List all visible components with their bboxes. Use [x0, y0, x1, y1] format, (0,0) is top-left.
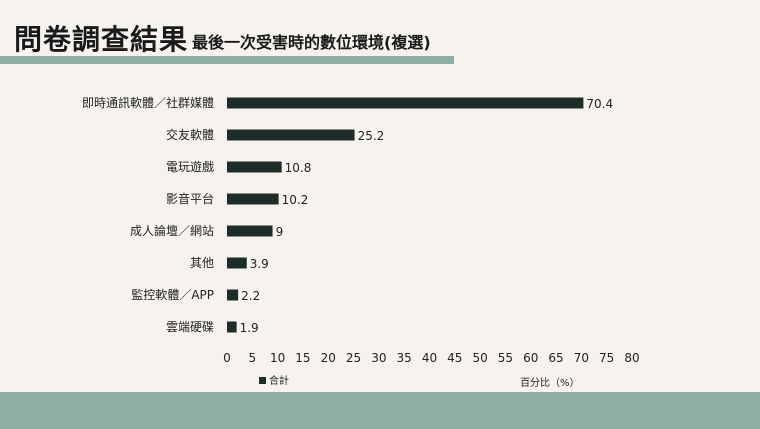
- x-tick-label: 10: [270, 351, 285, 365]
- x-tick-label: 40: [422, 351, 437, 365]
- bar: [227, 97, 584, 109]
- value-label: 3.9: [250, 257, 269, 271]
- value-label: 10.8: [285, 161, 312, 175]
- x-tick-label: 75: [599, 351, 614, 365]
- legend-swatch: [259, 377, 266, 384]
- x-tick-label: 20: [321, 351, 336, 365]
- bar: [227, 161, 282, 173]
- footer-band: [0, 392, 760, 429]
- category-label: 其他: [190, 256, 214, 270]
- x-tick-label: 80: [624, 351, 639, 365]
- x-tick-label: 15: [295, 351, 310, 365]
- x-tick-label: 35: [397, 351, 412, 365]
- category-label: 即時通訊軟體／社群媒體: [82, 95, 214, 110]
- bar: [227, 129, 355, 141]
- x-axis-ticks: 0 5 10 15 20 25 30 35 40 45 50 55 60 65 70 75 80: [223, 351, 639, 365]
- x-tick-label: 50: [472, 351, 487, 365]
- x-tick-label: 30: [371, 351, 386, 365]
- bar: [227, 321, 237, 333]
- bar: [227, 257, 247, 269]
- category-labels: 即時通訊軟體／社群媒體交友軟體電玩遊戲影音平台成人論壇／網站其他監控軟體／APP…: [82, 95, 214, 334]
- x-tick-label: 65: [548, 351, 563, 365]
- x-axis-label: 百分比（%）: [520, 377, 580, 389]
- title-area: 問卷調查結果 最後一次受害時的數位環境(複選): [14, 16, 431, 56]
- title-underline: [0, 56, 454, 64]
- legend: 合計: [259, 374, 289, 387]
- bar: [227, 289, 239, 301]
- page-title: 問卷調查結果: [14, 23, 189, 56]
- legend-label: 合計: [269, 374, 289, 387]
- value-label: 1.9: [240, 321, 259, 335]
- bar-group: [227, 97, 584, 333]
- value-label: 9: [276, 225, 284, 239]
- category-label: 影音平台: [166, 191, 214, 206]
- value-label: 2.2: [241, 289, 260, 303]
- page-subtitle: 最後一次受害時的數位環境(複選): [192, 33, 431, 52]
- x-tick-label: 0: [223, 351, 231, 365]
- value-labels: 70.4 25.2 10.8 10.2 9 3.9 2.2 1.9: [240, 97, 614, 335]
- category-label: 交友軟體: [166, 127, 214, 142]
- category-label: 電玩遊戲: [166, 159, 214, 174]
- bar: [227, 225, 273, 237]
- category-label: 成人論壇／網站: [130, 223, 214, 238]
- x-tick-label: 60: [523, 351, 538, 365]
- value-label: 70.4: [586, 97, 613, 111]
- x-tick-label: 45: [447, 351, 462, 365]
- category-label: 監控軟體／APP: [131, 287, 214, 302]
- value-label: 25.2: [358, 129, 385, 143]
- value-label: 10.2: [282, 193, 309, 207]
- x-tick-label: 25: [346, 351, 361, 365]
- category-label: 雲端硬碟: [166, 320, 214, 334]
- bar: [227, 193, 279, 205]
- x-tick-label: 70: [574, 351, 589, 365]
- x-tick-label: 55: [498, 351, 513, 365]
- x-tick-label: 5: [248, 351, 256, 365]
